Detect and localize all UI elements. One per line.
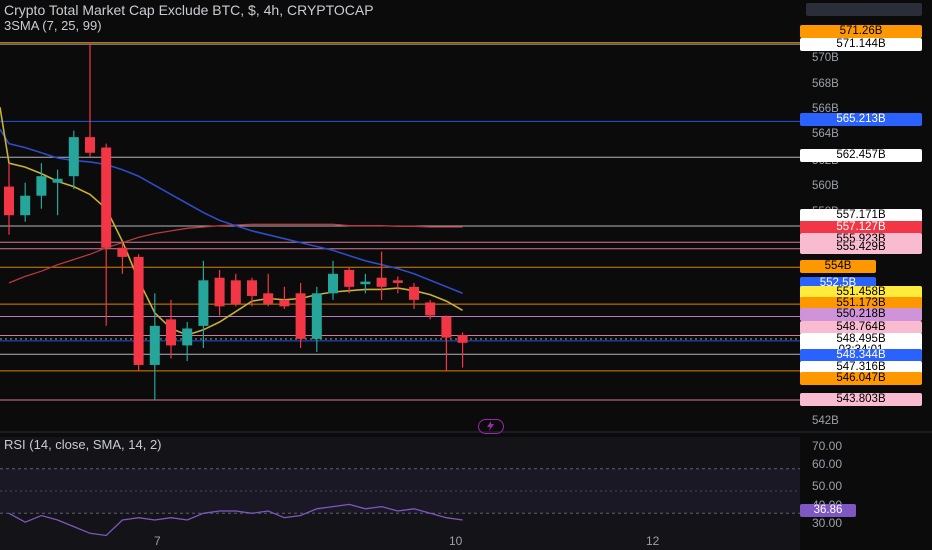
lightning-icon[interactable] [478,419,504,434]
price-tag: 565.213B [800,113,922,126]
candle-body [182,328,193,346]
time-label: 10 [449,534,463,548]
price-tick: 566B [812,103,839,115]
price-tag: 550.218B [800,308,922,321]
price-tag: 571.144B [800,38,922,51]
rsi-line [8,503,463,537]
candle-body [52,178,63,183]
candle-body [360,281,371,285]
candle-body [441,316,452,338]
candle-body [149,325,160,365]
rsi-tick: 30.00 [812,516,843,530]
price-tick: 570B [812,52,839,64]
sma-7-line [0,107,463,336]
candle-body [101,147,112,248]
price-tag: 554B [800,260,876,273]
price-tag: 548.764B [800,321,922,334]
chart-title[interactable]: Crypto Total Market Cap Exclude BTC, $, … [4,2,374,18]
candle-body [279,299,290,307]
price-tick: 568B [812,78,839,90]
rsi-value-tag: 36.86 [800,504,856,517]
candle-body [409,286,419,300]
price-tick: 560B [812,180,839,192]
price-tag: 571.26B [800,25,922,38]
price-tag: 555.429B [800,241,922,254]
price-tag: 551.173B [800,297,922,310]
candle-body [392,280,403,283]
candle-body [457,334,468,343]
candle-body [85,137,95,153]
candle-body [166,319,176,346]
candle-body [295,293,306,339]
candle-body [20,195,31,216]
price-tag: 551.458B [800,286,922,299]
candle-body [117,247,128,257]
candle-body [214,277,225,307]
candle-body [247,280,257,296]
candle-body [328,273,338,294]
candle-body [198,280,209,326]
candle-body [376,277,387,287]
time-label: 12 [646,534,660,548]
candle-body [133,256,144,365]
rsi-tick: 50.00 [812,479,843,493]
price-tag: 562.457B [800,149,922,162]
price-tick: 564B [812,128,839,140]
price-tag: 547.316B [800,361,922,374]
candle-body [344,269,355,287]
candle-body [425,302,436,316]
price-tag: 548.344B [800,349,922,362]
price-tag: 557.127B [800,221,922,234]
time-label: 7 [154,534,161,548]
rsi-indicator-label[interactable]: RSI (14, close, SMA, 14, 2) [4,437,162,452]
candle-body [230,280,241,304]
sma-indicator-label[interactable]: 3SMA (7, 25, 99) [4,18,102,33]
rsi-tick: 60.00 [812,457,843,471]
price-tick: 542B [812,415,839,427]
price-tag: 557.171B [800,209,922,222]
price-tag: 546.047B [800,372,922,385]
current-price-tag: 548.495B [800,333,922,346]
candle-body [4,186,14,216]
rsi-tick: 70.00 [812,439,843,453]
symbol-price-box [806,3,922,16]
candle-body [263,293,274,304]
candle-body [311,293,322,339]
candle-body [36,176,47,196]
rsi-pane [0,437,800,550]
candle-body [68,137,79,177]
price-tag: 543.803B [800,393,922,406]
